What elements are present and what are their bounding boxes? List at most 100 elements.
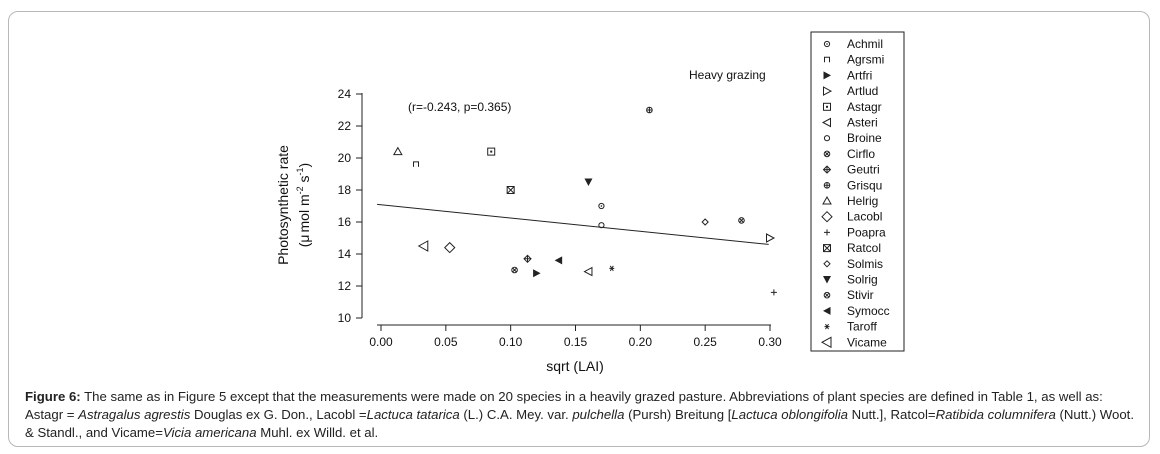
data-point-geutri bbox=[523, 254, 532, 264]
marker-shape bbox=[824, 323, 830, 330]
marker-shape bbox=[824, 229, 830, 236]
legend-item-grisqu: Grisqu bbox=[823, 178, 882, 192]
legend-item-lacobl: Lacobl bbox=[821, 210, 882, 224]
marker-shape bbox=[823, 260, 831, 268]
x-tick-label: 0.15 bbox=[564, 335, 588, 349]
marker-dot bbox=[490, 150, 493, 153]
data-point-solmis bbox=[701, 218, 709, 226]
data-point-artlud bbox=[766, 233, 776, 243]
marker-cross bbox=[506, 186, 515, 194]
caption-text-5: Nutt.], Ratcol= bbox=[848, 407, 936, 422]
x-tick-label: 0.10 bbox=[499, 335, 523, 349]
data-point-broine bbox=[598, 222, 605, 229]
marker-cross bbox=[823, 166, 831, 174]
legend-label: Stivir bbox=[847, 288, 874, 302]
caption-text-3: (L.) C.A. Mey. var. bbox=[459, 407, 573, 422]
legend-item-astagr: Astagr bbox=[823, 100, 882, 114]
y-tick-label: 16 bbox=[338, 215, 352, 229]
data-point-lacobl bbox=[444, 241, 456, 254]
data-point-grisqu bbox=[646, 106, 653, 114]
legend-label: Agrsmi bbox=[847, 53, 884, 67]
marker-shape bbox=[823, 291, 831, 299]
data-points bbox=[392, 106, 777, 296]
legend-item-cirflo: Cirflo bbox=[823, 147, 875, 161]
legend-label: Asteri bbox=[847, 116, 878, 130]
x-tick-label: 0.05 bbox=[434, 335, 458, 349]
x-ticks: 0.00 0.05 0.10 0.15 0.20 0.25 0.30 bbox=[369, 325, 782, 349]
legend-item-poapra: Poapra bbox=[824, 225, 886, 239]
marker-cross bbox=[646, 107, 653, 113]
y-tick-label: 14 bbox=[338, 247, 352, 261]
marker-shape bbox=[824, 56, 830, 63]
chart-title: Heavy grazing bbox=[689, 68, 766, 82]
y-tick-label: 22 bbox=[338, 119, 352, 133]
marker-shape bbox=[583, 266, 593, 277]
y-tick-label: 24 bbox=[338, 87, 352, 101]
marker-shape bbox=[821, 210, 833, 223]
data-point-achmil bbox=[598, 202, 605, 210]
y-tick-label: 18 bbox=[338, 183, 352, 197]
x-axis-label: sqrt (LAI) bbox=[546, 358, 604, 374]
legend-item-broine: Broine bbox=[823, 131, 882, 145]
ylabel-sup1: -2 bbox=[295, 186, 305, 194]
legend-label: Grisqu bbox=[847, 178, 882, 192]
marker-shape bbox=[823, 135, 831, 142]
marker-shape bbox=[584, 178, 593, 186]
marker-shape bbox=[598, 202, 605, 210]
data-point-astagr bbox=[487, 147, 496, 156]
legend-item-agrsmi: Agrsmi bbox=[824, 53, 884, 67]
caption-species-6: Vicia americana bbox=[162, 425, 257, 440]
y-axis-label-line2: (μ mol m-2 s-1) bbox=[295, 163, 312, 247]
figure-frame bbox=[8, 11, 1150, 447]
marker-shape bbox=[823, 244, 831, 253]
data-point-solrig bbox=[584, 178, 593, 186]
legend-label: Poapra bbox=[847, 225, 886, 239]
caption-text-4: (Pursh) Breitung [ bbox=[624, 407, 732, 422]
data-point-cirflo bbox=[511, 266, 518, 274]
ylabel-mu: μ bbox=[296, 234, 312, 242]
marker-shape bbox=[823, 276, 831, 284]
legend-item-solmis: Solmis bbox=[823, 257, 883, 271]
caption-text-2: Douglas ex G. Don., Lacobl = bbox=[190, 407, 367, 422]
marker-shape bbox=[823, 40, 831, 48]
marker-shape bbox=[738, 217, 745, 224]
marker-shape bbox=[823, 102, 831, 111]
regression-line bbox=[377, 203, 769, 245]
legend-item-taroff: Taroff bbox=[824, 320, 877, 334]
marker-cross bbox=[824, 292, 830, 298]
legend-label: Vicame bbox=[847, 335, 887, 349]
marker-shape bbox=[820, 336, 832, 349]
marker-shape bbox=[823, 71, 831, 80]
marker-shape bbox=[511, 266, 518, 274]
legend-label: Broine bbox=[847, 131, 882, 145]
legend-item-achmil: Achmil bbox=[823, 37, 883, 51]
data-point-taroff bbox=[609, 265, 615, 272]
y-tick-label: 10 bbox=[338, 311, 352, 325]
legend-item-helrig: Helrig bbox=[822, 194, 878, 208]
marker-shape bbox=[417, 240, 429, 252]
x-tick-label: 0.20 bbox=[629, 335, 653, 349]
ylabel-sup2: -1 bbox=[295, 167, 305, 175]
marker-shape bbox=[766, 233, 776, 243]
legend-label: Astagr bbox=[847, 100, 882, 114]
ylabel-s: s bbox=[296, 175, 312, 186]
marker-dot bbox=[826, 43, 828, 45]
caption-species-2: Lactuca tatarica bbox=[366, 407, 460, 422]
caption-text-6: (Nutt.) Woot. & Standl., and Vicame= bbox=[25, 407, 1134, 440]
marker-cross bbox=[524, 255, 532, 263]
legend-label: Helrig bbox=[847, 194, 878, 208]
y-tick-label: 20 bbox=[338, 151, 352, 165]
marker-cross bbox=[512, 267, 517, 273]
legend-label: Artfri bbox=[847, 68, 872, 82]
correlation-annotation: (r=-0.243, p=0.365) bbox=[408, 100, 511, 114]
data-point-symocc bbox=[554, 256, 563, 265]
y-tick-label: 12 bbox=[338, 279, 352, 293]
ylabel-open: ( bbox=[296, 242, 312, 247]
marker-cross bbox=[824, 151, 830, 157]
legend-label: Solmis bbox=[847, 257, 883, 271]
data-point-asteri bbox=[583, 266, 593, 277]
scatter-chart: 0.00 0.05 0.10 0.15 0.20 0.25 0.30 10 12 14 16 18 2… bbox=[275, 31, 905, 374]
legend-item-artfri: Artfri bbox=[823, 68, 872, 82]
y-ticks: 10 12 14 16 18 20 22 24 bbox=[338, 87, 362, 325]
marker-shape bbox=[823, 306, 831, 315]
